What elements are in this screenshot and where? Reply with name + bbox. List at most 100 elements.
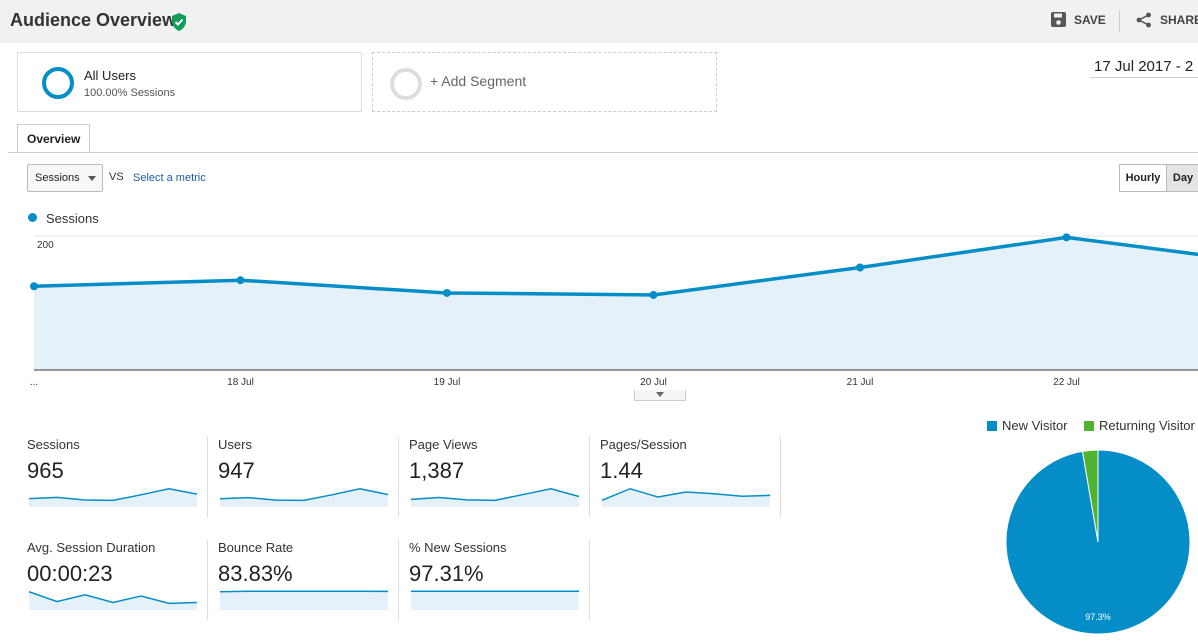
page-title: Audience Overview: [10, 10, 177, 30]
x-tick-label: 22 Jul: [1053, 377, 1080, 388]
vs-label: VS: [109, 171, 124, 183]
add-segment-label: + Add Segment: [430, 73, 527, 89]
metric-select-value: Sessions: [35, 172, 80, 184]
metric-block[interactable]: Pages/Session 1.44: [600, 437, 782, 517]
new-visitor-swatch: [987, 420, 997, 431]
metric-value: 965: [27, 458, 64, 483]
metric-block[interactable]: Avg. Session Duration 00:00:23: [27, 540, 209, 620]
metric-divider: [207, 437, 208, 517]
sessions-point[interactable]: [30, 282, 38, 291]
sparkline-area: [411, 591, 579, 610]
metric-label: Avg. Session Duration: [27, 540, 156, 555]
metric-value: 97.31%: [409, 561, 484, 586]
save-button[interactable]: SAVE: [1051, 12, 1106, 27]
verified-shield-icon: [172, 13, 186, 31]
x-tick-label: ...: [30, 377, 38, 388]
sparkline-line: [601, 487, 771, 502]
add-segment-button[interactable]: + Add Segment: [372, 52, 717, 112]
chart-expander-toggle[interactable]: [634, 390, 686, 401]
metric-divider: [398, 437, 399, 517]
metric-sparkline: [601, 487, 771, 507]
metric-block[interactable]: Sessions 965: [27, 437, 209, 517]
metric-sparkline: [411, 590, 579, 610]
sparkline-area: [220, 591, 388, 610]
metric-value: 1,387: [409, 458, 465, 483]
sparkline-area: [411, 488, 579, 507]
metric-value: 83.83%: [218, 561, 293, 586]
tab-overview[interactable]: Overview: [17, 124, 91, 152]
metric-block[interactable]: Users 947: [218, 437, 400, 517]
share-button[interactable]: SHARE: [1136, 12, 1198, 28]
sparkline-line: [410, 487, 580, 502]
metric-value: 947: [218, 458, 255, 483]
y-tick-label: 200: [37, 240, 54, 251]
top-bar: [0, 0, 1198, 43]
toolbar-divider: [1119, 10, 1120, 32]
x-tick-label: 20 Jul: [640, 377, 667, 388]
date-range-picker[interactable]: 17 Jul 2017 - 2: [1090, 58, 1198, 78]
metric-value: 1.44: [600, 458, 643, 483]
metric-sparkline: [410, 487, 580, 507]
sparkline-line: [28, 591, 198, 605]
chevron-down-icon: [88, 176, 96, 181]
save-icon: [1051, 12, 1066, 27]
x-tick-label: 19 Jul: [434, 377, 461, 388]
metric-divider: [589, 540, 590, 620]
metric-divider: [398, 540, 399, 620]
sessions-point[interactable]: [856, 263, 864, 272]
sessions-area: [34, 237, 1198, 370]
segment-all-users[interactable]: All Users 100.00% Sessions: [17, 52, 362, 112]
metric-label: Bounce Rate: [218, 540, 294, 555]
select-metric-link[interactable]: Select a metric: [133, 172, 206, 184]
legend-returning-visitor: Returning Visitor: [1084, 418, 1195, 433]
sparkline-line: [219, 487, 389, 502]
sessions-point[interactable]: [443, 288, 451, 297]
metric-divider: [589, 437, 590, 517]
returning-visitor-swatch: [1084, 420, 1094, 431]
sessions-point[interactable]: [1062, 233, 1071, 242]
x-tick-label: 21 Jul: [847, 377, 874, 388]
hourly-button[interactable]: Hourly: [1119, 164, 1167, 192]
share-label: SHARE: [1160, 13, 1198, 27]
segment-ring-icon: [42, 67, 74, 99]
metric-block[interactable]: Page Views 1,387: [409, 437, 591, 517]
metric-sparkline: [219, 487, 389, 507]
metric-block[interactable]: % New Sessions 97.31%: [409, 540, 591, 620]
pie-percent-label: 97.3%: [1085, 612, 1111, 622]
metric-label: Pages/Session: [600, 437, 687, 452]
metric-label: Page Views: [409, 437, 478, 452]
sparkline-area: [29, 591, 197, 610]
metric-label: Users: [218, 437, 252, 452]
save-label: SAVE: [1074, 12, 1106, 27]
sessions-point[interactable]: [236, 276, 245, 285]
sparkline-area: [29, 488, 197, 507]
legend-new-visitor-label: New Visitor: [1002, 418, 1068, 433]
empty-segment-ring-icon: [390, 68, 422, 100]
sessions-point[interactable]: [649, 290, 658, 299]
segment-name: All Users: [84, 68, 137, 83]
x-tick-label: 18 Jul: [227, 377, 254, 388]
day-button[interactable]: Day: [1166, 164, 1198, 192]
metric-divider: [207, 540, 208, 620]
visitor-pie-chart: 97.3%: [1006, 450, 1190, 634]
sparkline-area: [220, 488, 388, 507]
metric-divider: [780, 437, 781, 517]
tab-divider: [8, 152, 1198, 153]
legend-returning-visitor-label: Returning Visitor: [1099, 418, 1195, 433]
metric-sparkline: [219, 590, 389, 610]
metric-label: Sessions: [27, 437, 80, 452]
pie-slice-returning-visitor[interactable]: [1081, 450, 1099, 543]
legend-new-visitor: New Visitor: [987, 418, 1068, 433]
metric-label: % New Sessions: [409, 540, 507, 555]
metric-select[interactable]: Sessions: [27, 164, 103, 192]
metric-sparkline: [28, 487, 198, 507]
sessions-legend-dot: [28, 213, 37, 222]
metric-block[interactable]: Bounce Rate 83.83%: [218, 540, 400, 620]
segment-subtext: 100.00% Sessions: [84, 87, 176, 99]
metric-value: 00:00:23: [27, 561, 113, 586]
sessions-legend-label: Sessions: [46, 211, 99, 226]
sparkline-line: [28, 487, 198, 502]
metric-sparkline: [28, 591, 198, 610]
share-icon: [1136, 12, 1151, 28]
